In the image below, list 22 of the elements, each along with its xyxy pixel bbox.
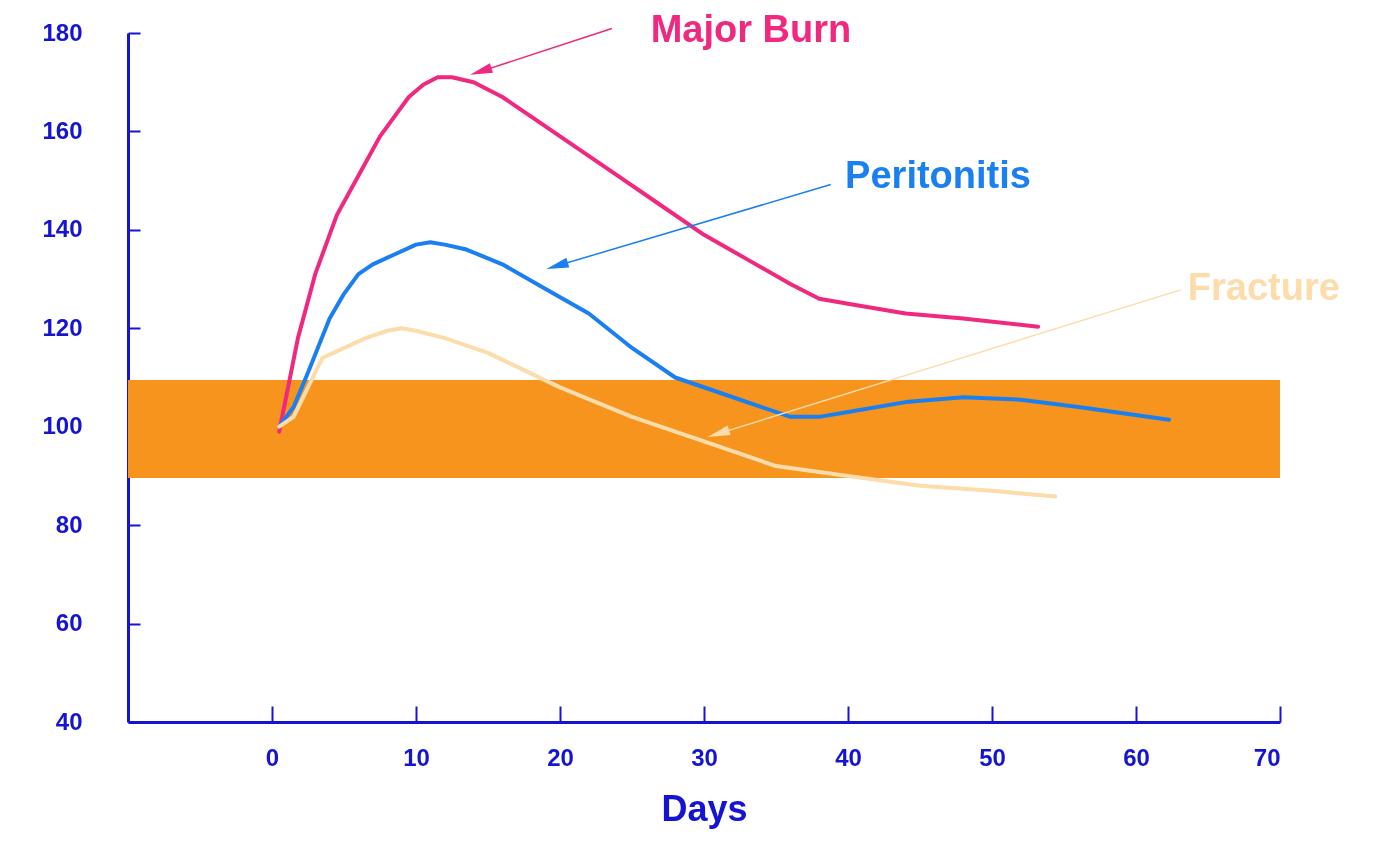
text: Fracture: [1187, 265, 1340, 308]
x-tick-label: 30: [691, 743, 718, 771]
x-tick-label: 70: [1253, 743, 1281, 771]
line-series: [277, 75, 1041, 434]
y-tick-label: 120: [42, 313, 83, 341]
x-tick-label: 60: [1123, 743, 1150, 771]
x-tick-label: 50: [979, 743, 1006, 771]
y-tick-label: 180: [42, 18, 83, 46]
y-tick-label: 160: [42, 116, 83, 144]
x-tick-label: 40: [835, 743, 862, 771]
y-tick-label: 60: [55, 609, 83, 637]
line-series: [277, 326, 1058, 499]
x-axis-title: Days: [661, 787, 748, 829]
x-tick-label: 10: [403, 743, 430, 771]
legend-label: Major Burn: [650, 8, 852, 51]
text: Peritonitis: [845, 153, 1031, 196]
y-tick-label: 80: [55, 510, 83, 538]
y-tick-label: 40: [55, 707, 83, 735]
x-tick-label: 0: [265, 743, 280, 771]
y-tick-label: 100: [42, 412, 83, 440]
x-tick-label: 20: [547, 743, 574, 771]
y-tick-label: 140: [42, 215, 83, 243]
